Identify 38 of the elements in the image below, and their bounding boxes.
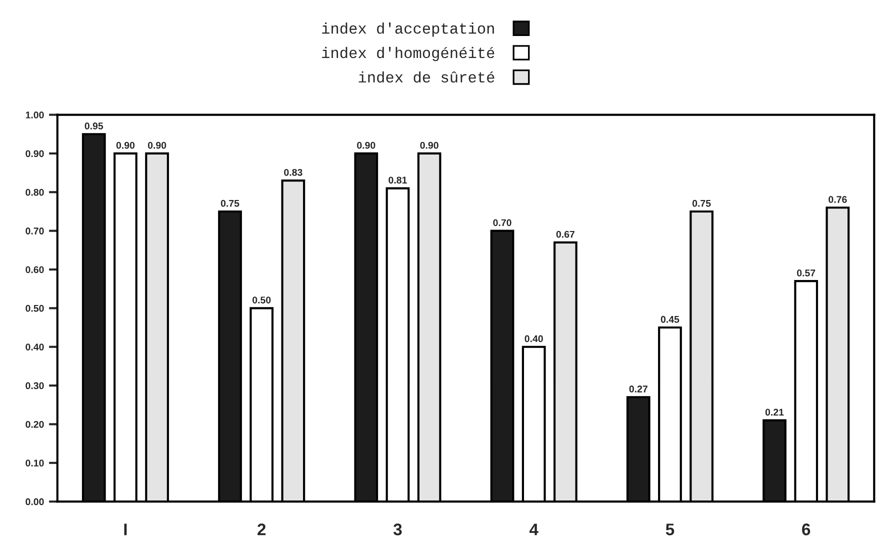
y-tick-label: 0.50 [26,304,44,312]
x-tick-label: 2 [258,524,266,536]
y-tick-label: 0.40 [26,344,44,350]
text: 0.21 [765,408,784,416]
text: 0.81 [388,176,407,184]
x-tick-label: 4 [529,524,538,536]
text: 0.76 [828,196,847,203]
text: 0.75 [692,200,711,207]
x-tick-label: 5 [666,524,674,536]
y-tick-label: 0.80 [26,188,44,196]
text: 0.90 [116,142,135,149]
text: 0.45 [660,316,680,323]
y-tick-label: 0.90 [26,150,44,158]
text: 0.75 [220,200,240,207]
text: 0.83 [284,168,302,176]
y-tick-label: 0.60 [26,266,44,274]
legend-label: index de sûreté [358,71,494,83]
y-tick-label: 1.00 [26,112,44,118]
y-tick-label: 0.10 [26,460,44,467]
text: 0.67 [556,230,574,238]
text: 0.95 [84,122,104,130]
text: 0.90 [357,142,376,149]
text: 0.50 [252,296,271,304]
x-tick-label: I [124,524,127,536]
text: 0.70 [493,219,512,226]
x-tick-label: 6 [802,524,810,536]
y-tick-label: 0.20 [26,420,44,428]
text: 0.57 [797,270,816,276]
x-tick-label: 3 [393,524,402,536]
y-tick-label: 0.70 [26,228,44,234]
y-tick-label: 0.30 [26,382,44,390]
legend-label: index d'acceptation [322,22,494,37]
y-tick-label: 0.00 [26,498,44,506]
text: 0.90 [420,142,438,149]
text: 0.90 [148,142,166,149]
legend-label: index d'homogénéité [322,46,494,62]
text: 0.40 [524,335,543,342]
text: 0.27 [629,386,648,392]
